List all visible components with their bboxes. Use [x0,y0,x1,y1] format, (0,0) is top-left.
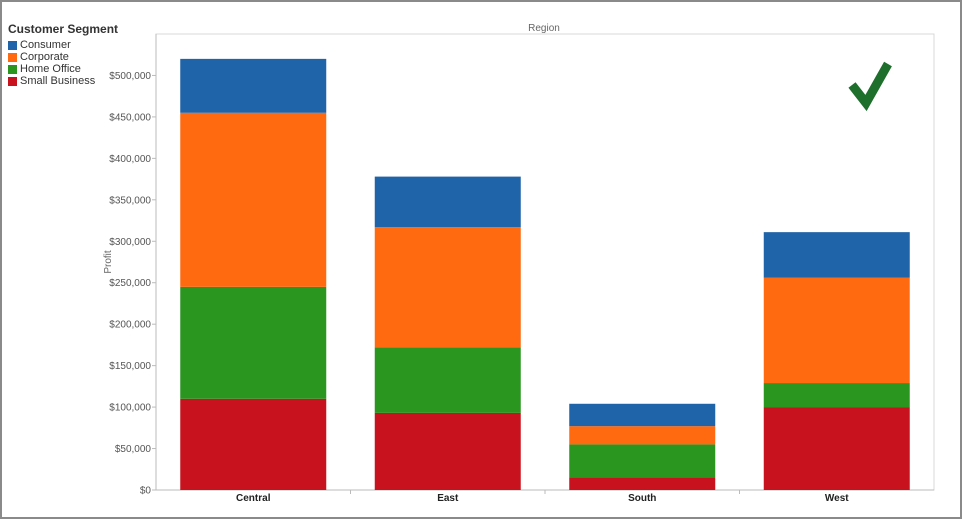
x-tick-label: Central [236,493,271,504]
legend-label: Corporate [20,51,69,63]
legend-label: Home Office [20,63,81,75]
x-tick-label: West [825,493,849,504]
legend-label: Consumer [20,39,71,51]
y-tick-label: $0 [140,486,152,497]
legend-item-small-business[interactable]: Small Business [8,75,118,87]
bar-segment-small-business[interactable] [569,477,716,490]
bars [180,58,910,490]
x-tick-label: East [437,493,459,504]
bar-segment-corporate[interactable] [180,112,327,287]
bar-segment-small-business[interactable] [374,412,521,490]
x-ticks: Central East South West [236,490,849,504]
bar-segment-small-business[interactable] [763,407,910,490]
bar-segment-corporate[interactable] [374,227,521,348]
checkmark-icon [848,61,892,112]
y-tick-label: $200,000 [109,320,151,331]
legend-swatch [8,52,17,62]
y-axis-title: Profit [103,250,114,274]
y-tick-label: $500,000 [109,71,151,82]
y-tick-label: $100,000 [109,403,151,414]
legend-item-consumer[interactable]: Consumer [8,39,118,51]
y-ticks: $0 $50,000 $100,000 $150,000 $200,000 $250,00… [109,71,156,497]
y-tick-label: $300,000 [109,237,151,248]
bar-segment-home-office[interactable] [569,444,716,478]
bar-segment-corporate[interactable] [763,277,910,384]
bar-segment-consumer[interactable] [569,403,716,427]
y-tick-label: $50,000 [115,444,152,455]
legend-item-home-office[interactable]: Home Office [8,63,118,75]
y-tick-label: $150,000 [109,361,151,372]
legend-item-corporate[interactable]: Corporate [8,51,118,63]
y-tick-label: $400,000 [109,154,151,165]
y-tick-label: $350,000 [109,195,151,206]
bar-segment-home-office[interactable] [763,383,910,408]
legend-label: Small Business [20,75,96,87]
bar-segment-corporate[interactable] [569,426,716,445]
bar-segment-home-office[interactable] [374,347,521,413]
bar-segment-consumer[interactable] [374,176,521,228]
legend-swatch [8,40,17,50]
legend: Customer Segment Consumer Corporate Home… [8,22,118,87]
bar-segment-small-business[interactable] [180,398,327,490]
bar-segment-consumer[interactable] [763,232,910,278]
bar-segment-consumer[interactable] [180,58,327,113]
bar-segment-home-office[interactable] [180,286,327,399]
column-header: Region [528,23,560,34]
legend-swatch [8,64,17,74]
y-tick-label: $250,000 [109,278,151,289]
x-tick-label: South [628,493,656,504]
legend-swatch [8,76,17,86]
y-tick-label: $450,000 [109,112,151,123]
legend-title: Customer Segment [8,22,119,36]
